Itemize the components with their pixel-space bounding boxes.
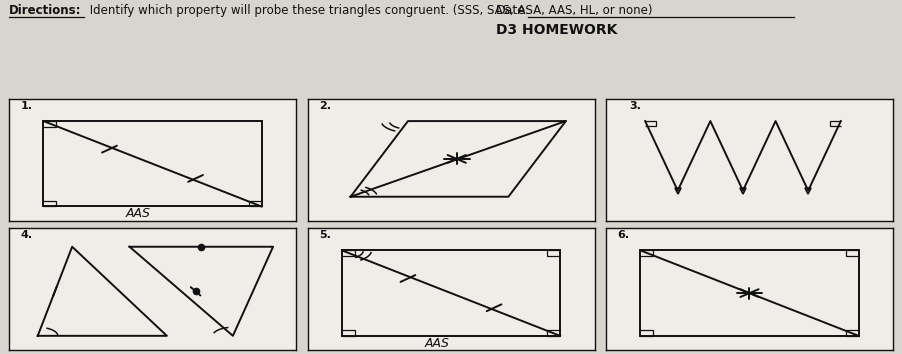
Text: Identify which property will probe these triangles congruent. (SSS, SAS, ASA, AA: Identify which property will probe these… [86,4,652,17]
Text: AAS: AAS [424,337,449,350]
Text: 5.: 5. [319,230,331,240]
Text: 4.: 4. [21,230,32,240]
Text: AAS: AAS [125,207,151,221]
Text: 1.: 1. [21,101,32,111]
Text: 2.: 2. [319,101,331,111]
Text: Directions:: Directions: [9,4,81,17]
Text: Date:: Date: [496,4,530,17]
Text: 3.: 3. [630,101,641,111]
Text: 6.: 6. [618,230,630,240]
Text: D3 HOMEWORK: D3 HOMEWORK [496,23,618,37]
